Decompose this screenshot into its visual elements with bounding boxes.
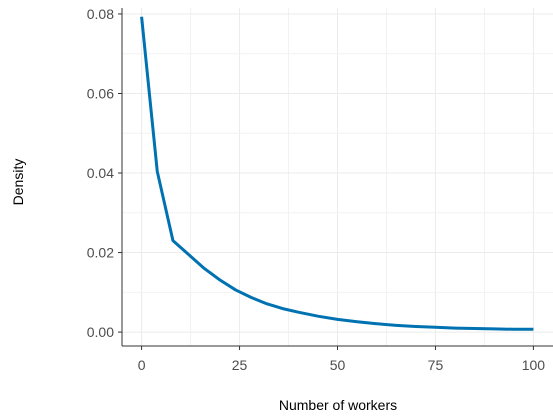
x-tick-labels: 0 25 50 75 100 <box>138 357 546 373</box>
y-tick-label: 0.00 <box>87 324 114 340</box>
x-axis-title: Number of workers <box>279 397 397 413</box>
y-tick-label: 0.08 <box>87 6 114 22</box>
y-tick-label: 0.02 <box>87 245 114 261</box>
y-tick-labels: 0.00 0.02 0.04 0.06 0.08 <box>87 6 114 340</box>
x-tick-label: 75 <box>428 357 444 373</box>
y-tick-label: 0.06 <box>87 85 114 101</box>
x-tick-label: 25 <box>232 357 248 373</box>
y-axis-title: Density <box>10 159 26 206</box>
x-tick-label: 0 <box>138 357 146 373</box>
x-tick-label: 100 <box>522 357 546 373</box>
x-tick-label: 50 <box>330 357 346 373</box>
y-tick-label: 0.04 <box>87 165 114 181</box>
series-lines <box>140 16 534 331</box>
axes <box>118 8 553 350</box>
grid <box>122 8 553 346</box>
density-line <box>140 16 534 331</box>
